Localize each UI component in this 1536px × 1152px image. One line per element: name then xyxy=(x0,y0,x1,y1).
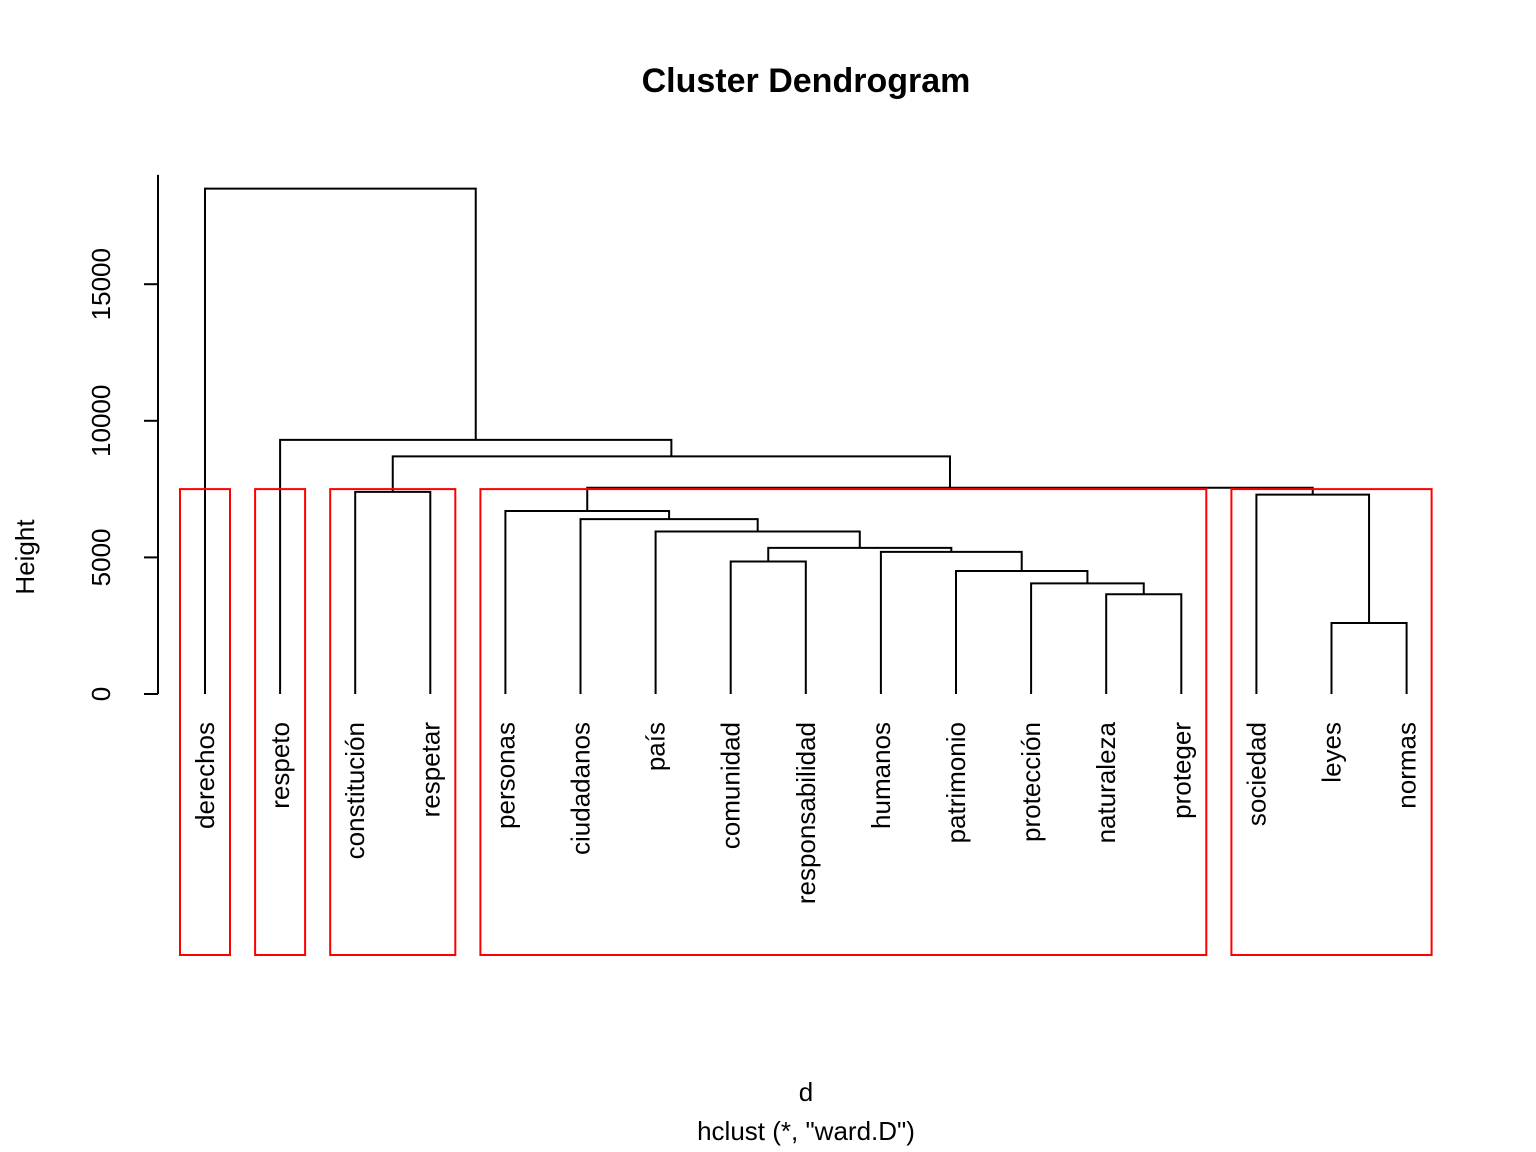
dendrogram-link xyxy=(729,560,807,694)
dendrogram-link xyxy=(391,455,951,492)
leaf-labels: derechos respeto constitución respetar perso… xyxy=(190,721,1422,904)
leaf-label: humanos xyxy=(866,722,896,829)
cluster-box xyxy=(254,488,307,956)
leaf-label: responsabilidad xyxy=(791,722,821,904)
dendrogram-link xyxy=(1105,593,1183,694)
leaf-label: personas xyxy=(490,722,520,829)
dendrogram-link xyxy=(586,486,1314,511)
y-axis: 0 5000 10000 15000 xyxy=(86,174,159,701)
leaf-label: comunidad xyxy=(716,722,746,849)
chart-title: Cluster Dendrogram xyxy=(642,62,971,100)
dendrogram-links xyxy=(204,187,1408,694)
dendrogram-link xyxy=(1330,621,1408,694)
x-axis-label: d xyxy=(799,1077,813,1107)
dendrogram-link xyxy=(354,490,432,694)
chart-subtitle: hclust (*, "ward.D") xyxy=(697,1116,915,1146)
leaf-label: ciudadanos xyxy=(566,722,596,855)
leaf-label: derechos xyxy=(190,722,220,829)
dendrogram-link xyxy=(504,509,671,694)
dendrogram-link xyxy=(1255,493,1371,694)
leaf-label: protección xyxy=(1016,722,1046,842)
dendrogram-link xyxy=(654,530,861,694)
leaf-label: proteger xyxy=(1166,722,1196,819)
leaf-label: sociedad xyxy=(1241,722,1271,826)
leaf-label: patrimonio xyxy=(941,722,971,843)
y-axis-label: Height xyxy=(10,519,40,595)
cluster-boxes xyxy=(179,488,1433,956)
leaf-label: normas xyxy=(1392,722,1422,809)
dendrogram-link xyxy=(279,438,673,694)
cluster-box xyxy=(329,488,457,956)
cluster-box xyxy=(1230,488,1433,956)
y-tick-label: 0 xyxy=(86,687,116,701)
y-tick-label: 5000 xyxy=(86,528,116,586)
cluster-box xyxy=(479,488,1208,956)
leaf-label: naturaleza xyxy=(1091,721,1121,843)
leaf-label: leyes xyxy=(1317,722,1347,783)
y-tick-label: 10000 xyxy=(86,385,116,457)
dendrogram-link xyxy=(1030,582,1145,694)
dendrogram-link xyxy=(204,187,477,694)
y-tick-label: 15000 xyxy=(86,248,116,320)
leaf-label: constitución xyxy=(340,722,370,859)
dendrogram-link xyxy=(767,546,953,562)
dendrogram-link xyxy=(955,570,1089,694)
leaf-label: respetar xyxy=(415,722,445,818)
cluster-box xyxy=(179,488,231,956)
dendrogram-link xyxy=(879,550,1023,694)
leaf-label: país xyxy=(641,722,671,771)
leaf-label: respeto xyxy=(265,722,295,809)
